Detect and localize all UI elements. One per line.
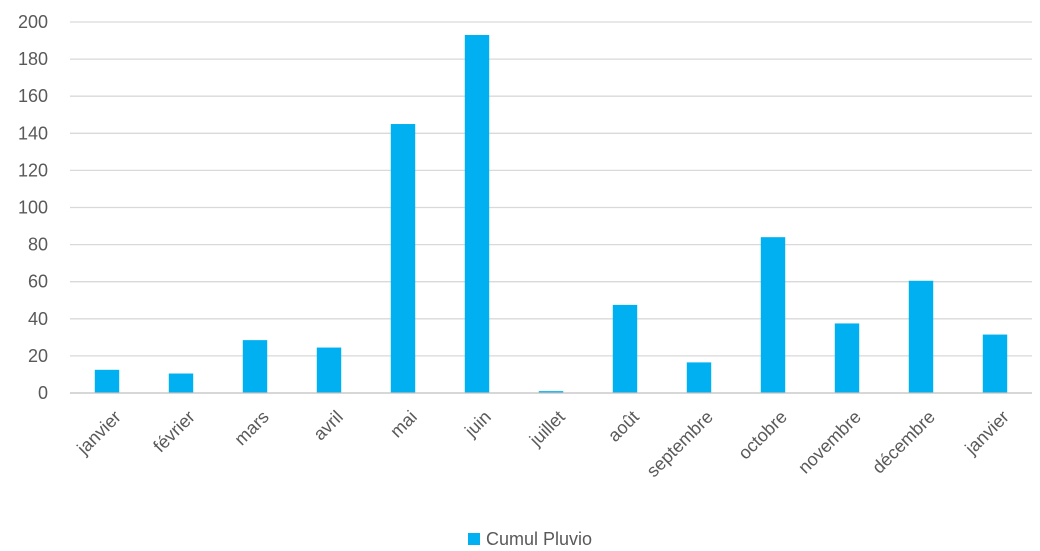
x-category-label: octobre [734,407,791,464]
bars [94,34,1008,394]
bar-11 [834,323,860,393]
bar-4 [316,347,342,393]
bar-8 [612,304,638,393]
y-tick-label: 80 [28,235,48,255]
bar-12 [908,280,934,393]
x-category-label: janvier [73,407,125,459]
legend: Cumul Pluvio [468,529,592,549]
bar-2 [168,373,194,393]
y-tick-label: 0 [38,383,48,403]
gridlines [70,21,1032,357]
bar-7 [538,391,564,393]
x-category-label: juin [460,407,495,442]
y-tick-label: 160 [18,86,48,106]
bar-3 [242,340,268,393]
bar-9 [686,362,712,393]
y-tick-label: 120 [18,160,48,180]
x-category-label: novembre [794,407,865,478]
bar-6 [464,34,490,394]
y-tick-label: 200 [18,12,48,32]
x-category-label: février [149,407,199,457]
y-tick-label: 40 [28,309,48,329]
x-category-label: septembre [643,407,717,481]
y-axis-tick-labels: 0 20 40 60 80 100 120 140 160 180 200 [18,12,48,403]
x-axis-category-labels: janvier février mars avril mai juin juillet aoû… [73,407,1013,481]
bar-1 [94,369,120,393]
y-tick-label: 20 [28,346,48,366]
x-category-label: décembre [868,407,939,478]
x-category-label: juillet [525,407,569,451]
x-category-label: mars [230,407,272,449]
legend-swatch-cumul-pluvio [468,533,480,545]
x-category-label: août [604,407,643,446]
x-category-label: mai [386,407,421,442]
legend-label-cumul-pluvio: Cumul Pluvio [486,529,592,549]
y-tick-label: 180 [18,49,48,69]
bar-5 [390,124,416,394]
bar-13 [982,334,1008,393]
x-category-label: avril [309,407,346,444]
y-tick-label: 60 [28,272,48,292]
y-tick-label: 140 [18,123,48,143]
bar-10 [760,237,786,393]
x-category-label: janvier [961,407,1013,459]
y-tick-label: 100 [18,198,48,218]
